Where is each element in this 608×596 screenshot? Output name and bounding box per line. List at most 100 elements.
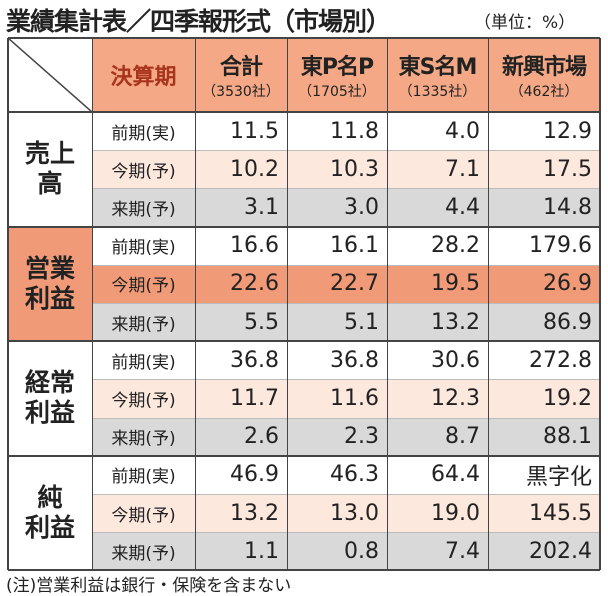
value: 8.7 — [387, 417, 488, 456]
rule — [7, 38, 9, 571]
value: 30.6 — [387, 341, 488, 380]
group-label-line: 利益 — [24, 398, 75, 428]
value: 11.6 — [287, 379, 387, 418]
column-count: （1335社） — [398, 84, 477, 100]
value: 3.0 — [287, 188, 387, 227]
value: 1.1 — [195, 532, 287, 571]
column-name: 東P名P — [300, 55, 374, 80]
value: 28.2 — [387, 226, 488, 265]
period: 今期(予) — [92, 494, 195, 533]
rule — [92, 188, 600, 190]
value: 13.0 — [287, 494, 387, 533]
value: 0.8 — [287, 532, 387, 571]
value: 16.1 — [287, 226, 387, 265]
rule — [92, 303, 600, 304]
column-header: 東S名M （1335社） — [387, 38, 488, 112]
value: 11.7 — [195, 379, 287, 418]
value: 17.5 — [488, 150, 600, 189]
value: 2.6 — [195, 417, 287, 456]
corner-label: 決算期 — [92, 38, 195, 112]
group-label: 経常 利益 — [8, 341, 92, 456]
value: 7.4 — [387, 532, 488, 571]
value: 5.1 — [287, 303, 387, 342]
group-label: 営業 利益 — [8, 226, 92, 342]
value: 64.4 — [387, 455, 488, 494]
rule — [599, 38, 601, 571]
value: 19.0 — [387, 494, 488, 533]
column-name: 東S名M — [398, 55, 478, 80]
group-label-line: 営業 — [24, 253, 75, 283]
column-count: （462社） — [509, 84, 579, 100]
value: 11.5 — [195, 112, 287, 151]
rule — [286, 38, 288, 571]
period: 来期(予) — [92, 417, 195, 456]
rule — [92, 379, 600, 381]
rule — [92, 264, 600, 266]
rule — [8, 111, 600, 113]
value: 36.8 — [195, 341, 287, 380]
period: 前期(実) — [92, 112, 195, 151]
value: 145.5 — [488, 494, 600, 533]
group-label-line: 経常 — [24, 368, 75, 398]
period: 今期(予) — [92, 379, 195, 418]
value: 4.4 — [387, 188, 488, 227]
value: 46.3 — [287, 455, 387, 494]
value: 10.3 — [287, 150, 387, 189]
rule — [92, 417, 600, 419]
group-label-line: 利益 — [24, 283, 75, 313]
column-count: （1705社） — [298, 84, 376, 100]
value: 86.9 — [488, 303, 600, 342]
rule — [8, 569, 600, 572]
note: (注)営業利益は銀行・保険を含まない — [6, 576, 292, 596]
column-name: 新興市場 — [501, 55, 587, 80]
value: 5.5 — [195, 303, 287, 342]
value: 36.8 — [287, 341, 387, 380]
period: 来期(予) — [92, 532, 195, 571]
rule — [8, 225, 600, 228]
group-label: 売上高 — [8, 112, 92, 227]
value: 272.8 — [488, 341, 600, 380]
rule — [194, 38, 196, 571]
value: 13.2 — [387, 303, 488, 342]
value: 12.9 — [488, 112, 600, 151]
column-header: 合計 （3530社） — [195, 38, 287, 112]
value: 14.8 — [488, 188, 600, 227]
value: 46.9 — [195, 455, 287, 494]
value: 179.6 — [488, 226, 600, 265]
rule — [92, 494, 600, 495]
value: 2.3 — [287, 417, 387, 456]
value: 4.0 — [387, 112, 488, 151]
group-label-line: 高 — [37, 169, 63, 199]
group-label-line: 純 — [37, 483, 63, 513]
rule — [92, 532, 600, 534]
column-count: （3530社） — [202, 84, 280, 100]
column-name: 合計 — [219, 55, 263, 80]
value: 88.1 — [488, 417, 600, 456]
period: 前期(実) — [92, 341, 195, 380]
value: 11.8 — [287, 112, 387, 151]
value: 3.1 — [195, 188, 287, 227]
period: 今期(予) — [92, 150, 195, 189]
group-label-line: 利益 — [24, 513, 75, 543]
diagonal — [8, 38, 92, 112]
value: 13.2 — [195, 494, 287, 533]
period: 前期(実) — [92, 455, 195, 494]
rule — [8, 37, 600, 39]
rule — [8, 340, 600, 343]
diagonal-line — [8, 38, 92, 112]
period: 来期(予) — [92, 188, 195, 227]
group-label: 純利益 — [8, 455, 92, 571]
title: 業績集計表／四季報形式（市場別） — [6, 7, 391, 36]
period: 来期(予) — [92, 303, 195, 342]
value: 22.7 — [287, 264, 387, 303]
rule — [487, 38, 489, 571]
unit: （単位：%） — [474, 13, 576, 33]
value: 26.9 — [488, 264, 600, 303]
value: 7.1 — [387, 150, 488, 189]
rule — [91, 38, 93, 571]
rule — [386, 38, 388, 571]
period: 今期(予) — [92, 264, 195, 303]
value: 黒字化 — [488, 455, 600, 494]
rule — [8, 454, 600, 457]
